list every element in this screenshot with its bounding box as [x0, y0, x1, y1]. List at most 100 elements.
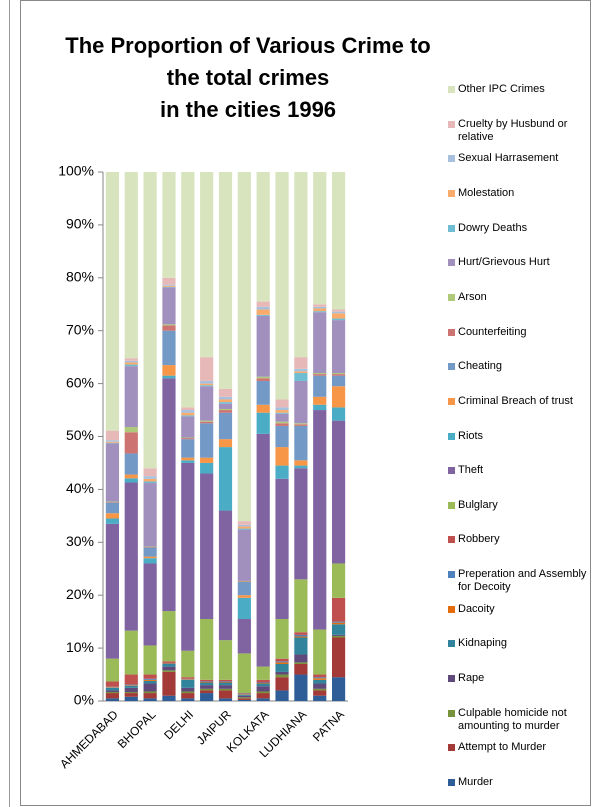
- bar-segment: [181, 678, 195, 680]
- bar-segment: [331, 635, 346, 638]
- bar-segment: [237, 695, 251, 698]
- bar-segment: [218, 685, 233, 689]
- bar-segment: [331, 624, 346, 635]
- legend-entry: Culpable homicide not amounting to murde…: [448, 707, 588, 733]
- legend-label: Other IPC Crimes: [458, 83, 545, 95]
- legend-swatch: [448, 640, 455, 648]
- bar-segment: [331, 634, 346, 636]
- bar-segment: [181, 693, 195, 699]
- bar-segment: [331, 313, 346, 319]
- legend-swatch: [448, 467, 455, 475]
- bar-segment: [275, 413, 289, 422]
- bar-segment: [162, 325, 176, 331]
- bar-segment: [105, 686, 120, 688]
- bar-segment: [200, 421, 214, 424]
- bar-segment: [162, 375, 176, 379]
- bar-segment: [237, 595, 251, 598]
- bar-segment: [162, 324, 176, 326]
- bar-segment: [331, 407, 346, 421]
- bar-segment: [294, 579, 308, 633]
- bar-segment: [181, 415, 195, 417]
- bar-segment: [181, 172, 195, 408]
- bar-segment: [200, 172, 214, 358]
- bar-segment: [331, 386, 346, 408]
- bar-segment: [294, 423, 308, 425]
- legend-label: Theft: [458, 464, 484, 477]
- bar-segment: [275, 399, 289, 408]
- bar-segment: [331, 420, 346, 564]
- bar-segment: [162, 662, 176, 664]
- bar-segment: [313, 679, 327, 684]
- bar-segment: [181, 416, 195, 438]
- bar-segment: [124, 692, 138, 694]
- bar-segment: [256, 679, 270, 683]
- bar-segment: [313, 172, 327, 305]
- bar-segment: [294, 368, 308, 372]
- y-tick-label: 90%: [66, 216, 94, 232]
- bar-segment: [237, 528, 251, 530]
- bar-segment: [237, 693, 251, 694]
- bar-segment: [331, 373, 346, 375]
- legend-label: Molestation: [458, 186, 515, 199]
- bar-segment: [143, 679, 157, 681]
- legend-label: Kidnaping: [458, 637, 507, 650]
- bar-segment: [256, 314, 270, 316]
- bar-segment: [181, 410, 195, 413]
- bar-segment: [313, 678, 327, 680]
- bar-segment: [294, 654, 308, 663]
- legend-label: Murder: [458, 776, 493, 788]
- bar-segment: [331, 597, 346, 622]
- legend-entry: Riots: [448, 430, 588, 443]
- y-tick-label: 10%: [66, 639, 94, 655]
- bar-segment: [275, 447, 289, 466]
- bar-segment: [331, 320, 346, 374]
- bar-segment: [256, 691, 270, 694]
- bar-segment: [143, 558, 157, 564]
- bar-segment: [200, 380, 214, 384]
- bar-segment: [105, 440, 120, 442]
- legend-label: Cheating: [458, 360, 503, 373]
- bar-segment: [275, 619, 289, 659]
- bar-segment: [162, 666, 176, 671]
- bar-segment: [313, 375, 327, 397]
- bar-segment: [162, 670, 176, 672]
- bar-segment: [162, 365, 176, 376]
- legend-swatch: [448, 363, 455, 371]
- bar-segment: [181, 691, 195, 694]
- bar-segment: [331, 309, 346, 312]
- bar-segment: [256, 404, 270, 413]
- bar-segment: [105, 518, 120, 524]
- bar-segment: [331, 621, 346, 623]
- bar-segment: [200, 681, 214, 682]
- bar-segment: [256, 666, 270, 680]
- bar-segment: [313, 373, 327, 375]
- legend-entry: Cheating: [448, 360, 588, 373]
- bar-segment: [218, 399, 233, 403]
- bar-segment: [218, 402, 233, 404]
- bar-segment: [105, 690, 120, 693]
- legend-entry: Theft: [448, 464, 588, 477]
- bar-segment: [294, 636, 308, 638]
- bar-segment: [275, 425, 289, 448]
- bar-segment: [256, 683, 270, 684]
- bar-segment: [143, 476, 157, 479]
- bar-segment: [200, 420, 214, 422]
- bar-segment: [256, 301, 270, 307]
- bar-segment: [181, 412, 195, 416]
- legend-swatch: [448, 536, 455, 544]
- legend-label: Rape: [458, 672, 485, 685]
- bar-segment: [256, 693, 270, 699]
- bar-segment: [162, 277, 176, 285]
- bar-segment: [237, 694, 251, 695]
- bar-segment: [294, 663, 308, 675]
- bar-segment: [294, 662, 308, 664]
- legend-swatch: [448, 501, 455, 509]
- legend-label: Counterfeiting: [458, 325, 527, 338]
- legend-swatch: [448, 571, 455, 579]
- bar-segment: [181, 687, 195, 692]
- bar-segment: [275, 410, 289, 413]
- bar-segment: [256, 378, 270, 381]
- legend-swatch: [448, 293, 455, 301]
- bar-segment: [181, 460, 195, 463]
